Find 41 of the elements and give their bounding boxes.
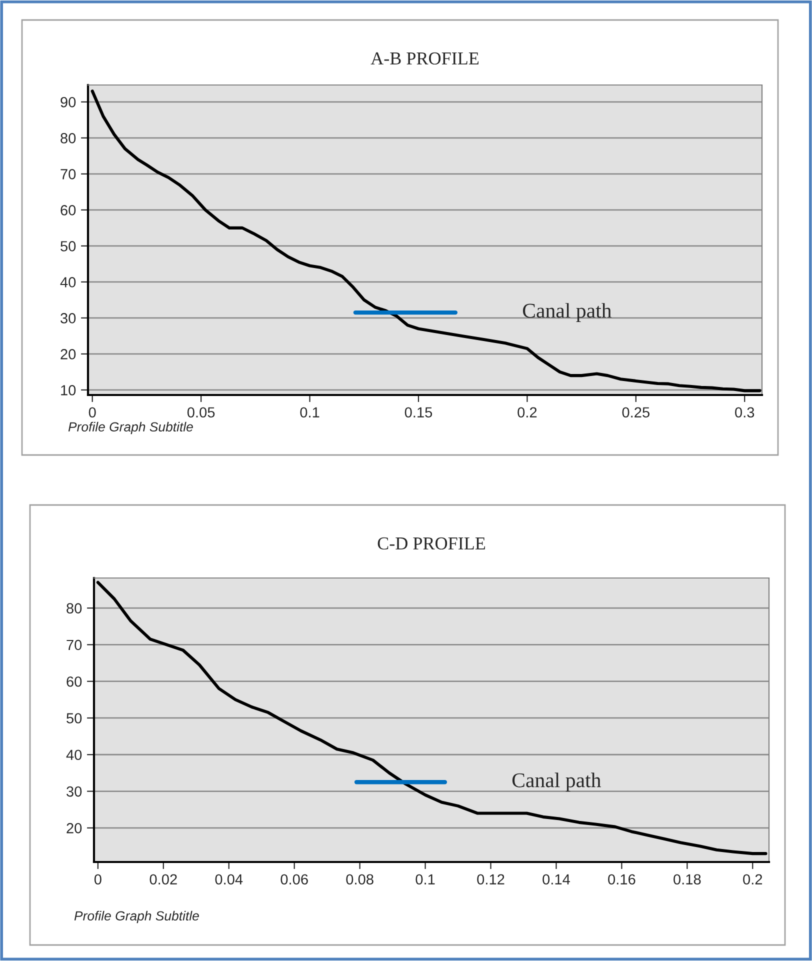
y-tick-label: 70 (66, 640, 82, 650)
y-tick-label: 40 (60, 277, 76, 288)
x-tick-label: 0.08 (346, 874, 374, 885)
y-tick-label: 90 (60, 97, 76, 108)
y-tick-label: 80 (66, 603, 82, 614)
x-tick-label: 0.1 (416, 874, 435, 885)
y-tick-label: 70 (60, 169, 76, 180)
y-tick-label: 30 (66, 786, 82, 797)
x-tick-label: 0 (94, 874, 102, 885)
chart-title: A-B PROFILE (370, 52, 479, 65)
x-tick-label: 0.04 (215, 874, 243, 885)
x-tick-label: 0.06 (280, 874, 308, 885)
y-tick-label: 60 (66, 676, 82, 687)
line-series (90, 90, 762, 392)
x-tick-label: 0.1 (300, 407, 320, 418)
text: Profile Graph Subtitle (74, 910, 199, 924)
x-tick-label: 0.25 (622, 407, 650, 418)
y-tick-label: 50 (60, 241, 76, 252)
text: Canal path (512, 772, 601, 792)
x-tick-label: 0.2 (743, 874, 762, 885)
x-tick-label: 0.14 (542, 874, 570, 885)
y-tick-label: 80 (60, 133, 76, 144)
y-tick-label: 60 (60, 205, 76, 216)
x-tick-label: 0.12 (477, 874, 504, 885)
x-tick-label: 0.02 (150, 874, 177, 885)
y-tick-label: 40 (66, 750, 82, 760)
chart-title: C-D PROFILE (378, 537, 486, 550)
y-tick-label: 20 (60, 349, 76, 360)
x-tick-label: 0.15 (404, 407, 432, 418)
y-tick-label: 30 (60, 313, 76, 324)
text: Profile Graph Subtitle (68, 422, 193, 434)
text: Canal path (522, 303, 612, 322)
x-tick-label: 0.16 (608, 874, 636, 885)
x-tick-label: 0.18 (674, 874, 701, 885)
x-tick-label: 0.3 (735, 407, 754, 418)
y-tick-label: 50 (66, 713, 82, 724)
x-tick-label: 0.05 (187, 407, 215, 418)
y-tick-label: 10 (61, 385, 76, 396)
x-tick-label: 0 (88, 407, 96, 418)
y-tick-label: 20 (66, 823, 82, 834)
x-tick-label: 0.2 (518, 407, 537, 418)
